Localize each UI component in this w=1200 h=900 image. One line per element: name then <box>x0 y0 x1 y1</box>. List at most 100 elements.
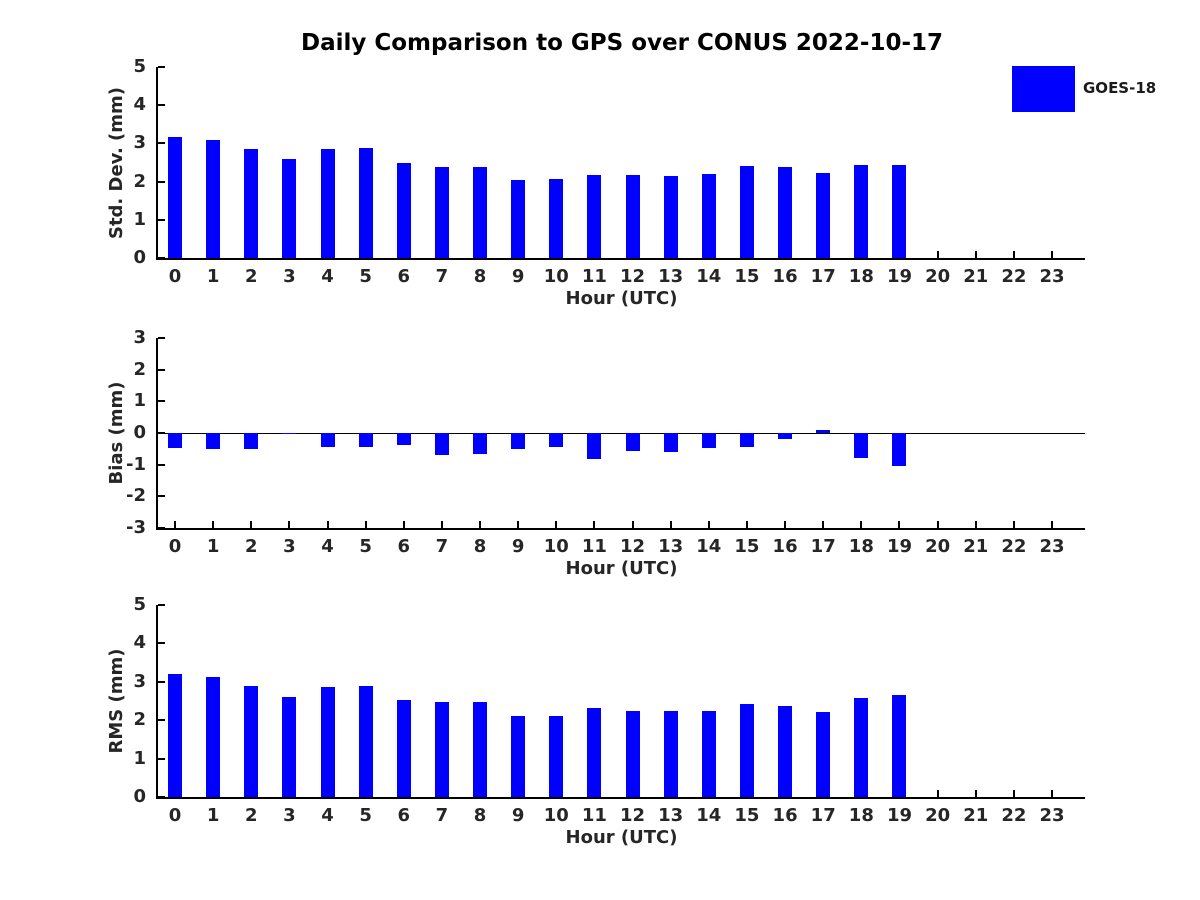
y-tick <box>158 66 165 68</box>
bar <box>892 433 907 466</box>
bar <box>244 433 259 449</box>
x-tick-label: 2 <box>244 266 258 287</box>
bar <box>663 176 678 258</box>
bar <box>511 433 526 449</box>
x-tick <box>326 521 329 528</box>
x-tick <box>479 521 482 528</box>
y-tick <box>158 527 165 529</box>
bar <box>854 433 869 459</box>
y-tick <box>158 680 165 683</box>
x-tick <box>1050 251 1053 258</box>
bar <box>892 164 907 258</box>
x-tick <box>974 251 977 258</box>
y-tick-label: 2 <box>133 358 146 380</box>
bar <box>168 433 182 448</box>
x-tick <box>517 521 520 528</box>
y-tick-label: -3 <box>126 517 146 538</box>
x-tick-label: 18 <box>848 266 874 287</box>
x-tick-label: 14 <box>696 266 722 287</box>
bar <box>739 166 754 258</box>
bar <box>473 702 488 797</box>
x-tick-label: 15 <box>734 266 760 287</box>
bar <box>549 715 564 797</box>
x-tick <box>1012 790 1015 797</box>
bar <box>396 433 411 446</box>
x-tick-label: 20 <box>925 266 951 287</box>
bar <box>625 433 640 451</box>
bar <box>244 686 259 797</box>
x-tick <box>631 521 634 528</box>
x-axis-spine <box>156 258 1085 260</box>
y-tick-label: 0 <box>133 786 146 807</box>
x-tick-label: 6 <box>397 266 411 287</box>
x-axis-label: Hour (UTC) <box>565 558 678 579</box>
y-tick-label: 3 <box>133 327 146 348</box>
y-axis-spine <box>156 67 158 260</box>
x-tick-label: 18 <box>848 536 874 557</box>
x-tick-label: 4 <box>321 266 334 287</box>
bar <box>282 158 297 258</box>
y-axis-label: Bias (mm) <box>106 381 127 485</box>
bar <box>663 433 678 452</box>
y-tick <box>158 400 165 403</box>
bar <box>549 178 564 258</box>
figure-title: Daily Comparison to GPS over CONUS 2022-… <box>300 30 944 56</box>
x-axis-spine <box>156 528 1085 530</box>
x-tick-label: 14 <box>696 536 722 557</box>
bar <box>358 686 373 797</box>
legend-swatch-icon <box>1012 66 1075 112</box>
y-tick <box>158 604 165 606</box>
x-tick-label: 10 <box>543 266 569 287</box>
x-tick <box>936 521 939 528</box>
bar <box>778 433 793 440</box>
bar <box>701 173 716 258</box>
x-tick-label: 7 <box>435 805 449 826</box>
x-tick-label: 17 <box>810 266 836 287</box>
bar <box>549 433 564 447</box>
x-tick-label: 16 <box>772 536 798 557</box>
bar <box>778 705 793 797</box>
bar <box>168 136 182 258</box>
x-tick-label: 7 <box>435 536 449 557</box>
x-tick-label: 20 <box>925 536 951 557</box>
x-tick-label: 23 <box>1039 536 1065 557</box>
x-tick-label: 19 <box>886 805 912 826</box>
bar <box>244 148 259 258</box>
x-tick <box>936 251 939 258</box>
x-tick-label: 10 <box>543 805 569 826</box>
bar <box>854 164 869 258</box>
bar <box>358 147 373 258</box>
y-tick-label: 0 <box>133 422 146 443</box>
y-tick <box>158 104 165 107</box>
x-tick-label: 0 <box>168 266 182 287</box>
x-tick-label: 21 <box>963 805 989 826</box>
y-tick-label: 4 <box>133 632 146 654</box>
y-axis-spine <box>156 605 158 799</box>
bar <box>816 430 831 433</box>
x-tick-label: 9 <box>511 266 525 287</box>
x-tick-label: 12 <box>620 805 646 826</box>
x-tick-label: 16 <box>772 805 798 826</box>
y-tick <box>158 142 165 145</box>
y-tick <box>158 495 165 498</box>
bar <box>587 174 602 258</box>
y-tick <box>158 180 165 183</box>
y-tick <box>158 642 165 645</box>
x-tick-label: 22 <box>1001 805 1027 826</box>
x-tick-label: 6 <box>397 536 411 557</box>
bar <box>816 172 831 258</box>
x-tick <box>1050 790 1053 797</box>
x-tick-label: 22 <box>1001 266 1027 287</box>
x-tick <box>212 521 215 528</box>
x-tick-label: 11 <box>581 805 607 826</box>
bar <box>816 712 831 797</box>
x-tick-label: 13 <box>658 266 684 287</box>
bar <box>320 433 335 447</box>
x-tick <box>822 521 825 528</box>
x-tick <box>555 521 558 528</box>
bar <box>854 698 869 797</box>
bar <box>625 175 640 258</box>
x-tick <box>936 790 939 797</box>
x-tick <box>860 521 863 528</box>
y-axis-label: Std. Dev. (mm) <box>106 86 127 239</box>
